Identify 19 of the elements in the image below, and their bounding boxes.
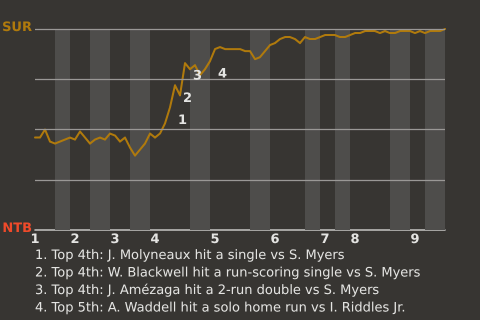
text: 4. Top 5th: A. Waddell hit a solo home run vs I. Riddles Jr. — [35, 300, 406, 316]
x-tick-label: 1 — [30, 232, 40, 247]
x-tick-label: 5 — [210, 232, 220, 247]
text: NTB — [2, 221, 32, 236]
x-tick-label: 2 — [70, 232, 80, 247]
x-tick-label: 9 — [410, 232, 420, 247]
text: 3. Top 4th: J. Amézaga hit a 2-run double vs S. Myers — [35, 283, 380, 298]
text: 2. Top 4th: W. Blackwell hit a run-scoring single vs S. Myers — [35, 266, 421, 280]
annotation: 2 — [183, 90, 192, 106]
x-tick-label: 3 — [110, 232, 120, 247]
x-tick-label: 7 — [320, 232, 330, 247]
text: 1. Top 4th: J. Molyneaux hit a single vs S. Myers — [35, 248, 345, 263]
annotation: 3 — [193, 68, 202, 84]
annotation: 4 — [218, 66, 228, 82]
x-tick-label: 4 — [150, 232, 160, 247]
x-tick-label: 6 — [270, 232, 280, 247]
x-tick-label: 8 — [350, 232, 360, 247]
annotation: 1 — [178, 112, 188, 128]
text: SUR — [2, 20, 32, 35]
